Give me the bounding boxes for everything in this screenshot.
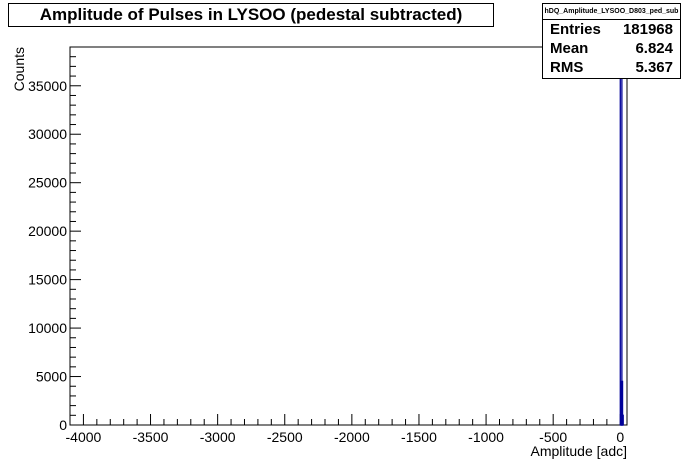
x-tick-label: -500: [539, 429, 567, 445]
plot-frame: [69, 46, 628, 426]
stats-histogram-name: hDQ_Amplitude_LYSOO_D803_ped_sub: [543, 4, 680, 20]
x-tick-label: -3500: [133, 429, 169, 445]
x-tick-label: -4000: [66, 429, 102, 445]
histogram-bin: [620, 414, 624, 426]
x-tick-label: -2000: [334, 429, 370, 445]
stats-entries-label: Entries: [550, 21, 601, 38]
stats-entries-value: 181968: [622, 21, 673, 38]
stats-rms-value: 5.367: [635, 59, 673, 76]
y-tick-label: 30000: [28, 126, 67, 142]
stats-row-entries: Entries 181968: [543, 20, 680, 39]
stats-row-rms: RMS 5.367: [543, 58, 680, 77]
x-tick-label: 0: [616, 429, 624, 445]
stats-mean-value: 6.824: [635, 40, 673, 57]
chart-title: Amplitude of Pulses in LYSOO (pedestal s…: [8, 3, 494, 27]
y-tick-label: 15000: [28, 272, 67, 288]
y-tick-label: 10000: [28, 320, 67, 336]
stats-box: hDQ_Amplitude_LYSOO_D803_ped_sub Entries…: [542, 3, 681, 79]
x-axis-title: Amplitude [adc]: [531, 443, 628, 459]
y-axis-title: Counts: [11, 47, 27, 91]
y-tick-label: 20000: [28, 223, 67, 239]
histogram-bin: [619, 46, 623, 426]
y-tick-label: 35000: [28, 78, 67, 94]
x-tick-label: -1000: [468, 429, 504, 445]
y-tick-label: 0: [59, 417, 67, 433]
stats-row-mean: Mean 6.824: [543, 39, 680, 58]
histogram-series: [619, 46, 624, 426]
x-tick-label: -2500: [267, 429, 303, 445]
x-tick-label: -3000: [200, 429, 236, 445]
y-axis: 0 5000 10000 15000 20000 25000 30000 35000: [28, 46, 81, 433]
stats-mean-label: Mean: [550, 40, 589, 57]
y-tick-label: 25000: [28, 175, 67, 191]
y-tick-label: 5000: [36, 369, 67, 385]
x-axis: -4000 -3500 -3000 -2500 -2000 -1500 -1000 -500 0: [66, 414, 624, 445]
stats-rms-label: RMS: [550, 59, 584, 76]
x-tick-label: -1500: [401, 429, 437, 445]
